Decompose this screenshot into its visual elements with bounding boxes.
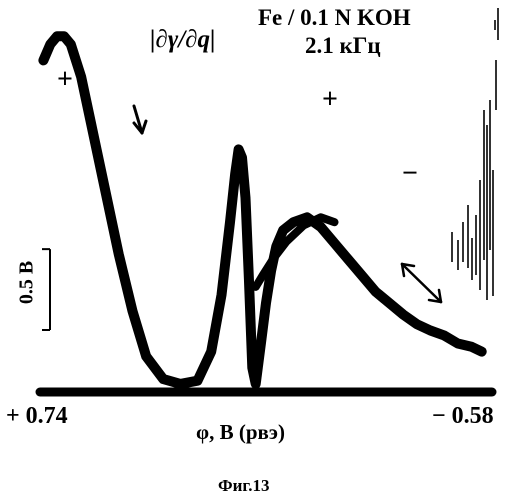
direction-arrow-head [142, 121, 146, 133]
frequency-label: 2.1 кГц [305, 34, 381, 57]
annotation-arrows [134, 106, 441, 302]
x-axis-label: φ, B (рвэ) [196, 422, 285, 443]
x-tick-right: − 0.58 [432, 404, 494, 428]
series-line-1 [43, 36, 481, 384]
scale-bar [42, 249, 50, 330]
sign-minus-right: − [402, 160, 418, 188]
series-layer [40, 36, 492, 392]
scale-bar-label-box: 0.5 B [12, 241, 42, 331]
sign-plus-left: + [57, 66, 73, 94]
sign-plus-peak: + [322, 86, 338, 114]
double-arrow-shaft [402, 264, 441, 302]
formula-label: |∂γ/∂q| [150, 27, 216, 52]
figure-caption: Фиг.13 [218, 477, 269, 494]
x-tick-left: + 0.74 [6, 404, 68, 428]
noise-layer [452, 8, 498, 300]
scale-bar-label: 0.5 B [16, 238, 39, 328]
system-label: Fe / 0.1 N KOH [258, 6, 411, 29]
